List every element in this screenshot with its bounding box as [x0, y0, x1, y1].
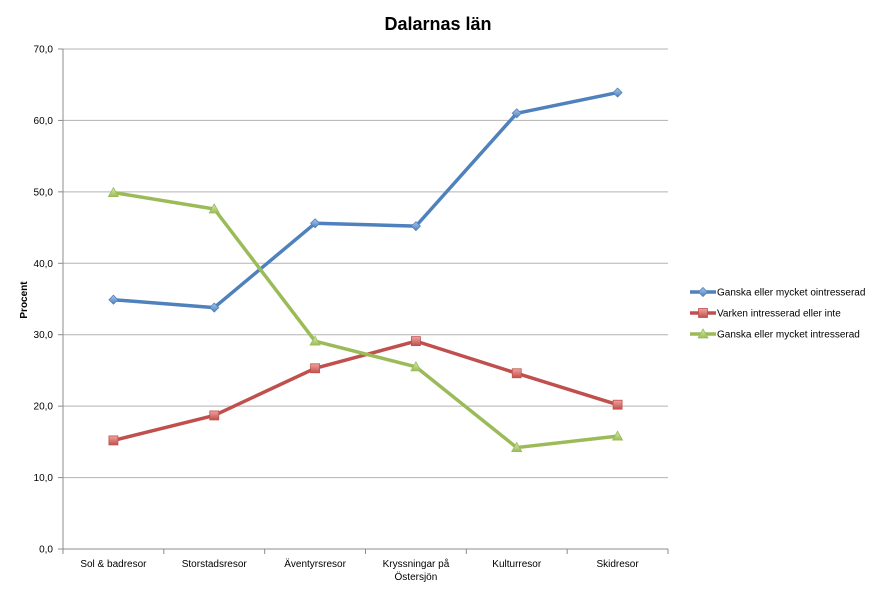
y-tick-label: 30,0 — [34, 330, 54, 341]
data-point-triangle — [611, 430, 624, 441]
axes — [62, 49, 668, 550]
data-point-diamond — [410, 221, 421, 232]
data-point-square — [310, 363, 320, 374]
y-tick-label: 40,0 — [34, 259, 54, 270]
data-point-square — [511, 368, 522, 379]
y-tick-label: 50,0 — [34, 187, 54, 198]
gridlines — [63, 48, 668, 479]
x-tick-label: Kulturresor — [492, 559, 542, 570]
data-point-square — [612, 399, 623, 410]
data-point-square — [108, 435, 119, 446]
x-tick-label: Skidresor — [596, 559, 639, 570]
y-tick-label: 70,0 — [34, 45, 54, 56]
y-axis-ticks: 0,0 10,0 20,0 30,0 40,0 50,0 60,0 70,0 — [34, 45, 63, 556]
legend-label: Ganska eller mycket intresserad — [717, 330, 860, 341]
series-lines — [111, 90, 620, 450]
data-point-triangle — [309, 335, 321, 346]
series-line-1 — [111, 90, 620, 310]
data-point-square — [209, 410, 220, 421]
legend-label: Varken intresserad eller inte — [717, 309, 841, 320]
series-line-2 — [111, 339, 620, 443]
chart-title: Dalarnas län — [384, 14, 491, 34]
series-line-3 — [111, 190, 620, 450]
legend-marker-diamond — [697, 286, 709, 298]
legend-label: Ganska eller mycket ointresserad — [717, 288, 865, 299]
y-tick-label: 20,0 — [34, 402, 54, 413]
x-tick-label: Sol & badresor — [80, 559, 147, 570]
data-point-triangle — [410, 361, 422, 372]
data-point-triangle — [511, 441, 523, 452]
y-axis-label: Procent — [19, 281, 30, 319]
x-tick-label: Östersjön — [395, 571, 438, 583]
data-point-square — [411, 336, 421, 347]
x-tick-label: Äventyrsresor — [284, 558, 346, 570]
data-point-diamond — [310, 218, 321, 229]
legend-marker-triangle — [697, 328, 709, 339]
series-markers — [107, 87, 624, 452]
x-axis-ticks: Sol & badresor Storstadsresor Äventyrsreso… — [62, 549, 669, 583]
legend-marker-square — [698, 308, 708, 318]
x-tick-label: Kryssningar på — [383, 558, 450, 570]
y-tick-label: 60,0 — [34, 116, 54, 127]
data-point-diamond — [209, 302, 220, 313]
data-point-diamond — [612, 87, 623, 98]
data-point-diamond — [108, 294, 119, 305]
x-tick-label: Storstadsresor — [182, 559, 248, 570]
y-tick-label: 0,0 — [39, 545, 53, 556]
legend: Ganska eller mycket ointresserad Varken i… — [690, 286, 865, 341]
data-point-triangle — [107, 186, 120, 197]
data-point-triangle — [208, 203, 220, 214]
data-point-diamond — [511, 108, 522, 119]
y-tick-label: 10,0 — [34, 473, 54, 484]
